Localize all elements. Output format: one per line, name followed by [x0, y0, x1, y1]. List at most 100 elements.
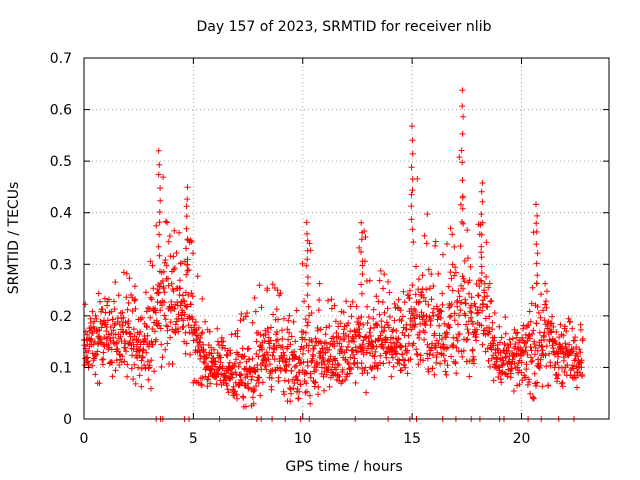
data-point: [329, 369, 336, 376]
data-point: [88, 335, 95, 342]
data-point: [112, 367, 119, 374]
data-point: [516, 381, 523, 388]
data-point: [345, 320, 352, 327]
data-point: [153, 222, 160, 229]
data-point: [160, 268, 167, 275]
data-point: [336, 340, 343, 347]
data-point: [502, 330, 509, 337]
data-point: [459, 87, 466, 94]
data-point: [555, 372, 562, 378]
data-point: [398, 344, 405, 351]
data-point: [462, 300, 469, 307]
data-point: [369, 342, 376, 349]
data-point: [304, 362, 311, 369]
x-tick-label: 5: [189, 431, 198, 447]
data-point: [129, 337, 136, 344]
data-point: [412, 321, 419, 328]
data-point: [279, 344, 286, 350]
data-point: [297, 381, 304, 388]
data-point: [456, 312, 462, 319]
data-point: [486, 280, 493, 287]
data-point: [380, 360, 387, 367]
data-point: [423, 313, 430, 320]
data-point: [187, 301, 194, 308]
data-point: [162, 257, 169, 263]
data-point: [208, 350, 215, 357]
data-point: [137, 316, 144, 323]
data-point: [160, 174, 167, 181]
data-point: [128, 292, 134, 298]
plot-area-border: [83, 57, 610, 420]
data-point: [162, 346, 169, 353]
data-point: [326, 358, 333, 365]
data-point: [390, 363, 397, 370]
data-point: [149, 341, 156, 348]
data-point: [482, 315, 489, 322]
data-point: [156, 209, 163, 216]
data-point: [399, 313, 406, 320]
data-point: [380, 327, 387, 334]
data-point: [245, 385, 252, 392]
data-point: [197, 352, 204, 359]
data-point: [477, 277, 484, 284]
data-point: [148, 357, 155, 364]
data-point: [347, 354, 354, 361]
data-point: [377, 352, 384, 359]
data-point: [468, 309, 475, 316]
data-point: [301, 298, 308, 305]
data-point: [164, 340, 171, 347]
data-point: [409, 226, 416, 233]
data-point: [356, 244, 363, 251]
data-point: [224, 386, 231, 393]
data-point: [534, 379, 541, 386]
data-point: [290, 385, 297, 392]
data-point: [379, 299, 386, 306]
data-point: [433, 354, 440, 361]
data-point: [251, 295, 258, 301]
data-point: [302, 329, 309, 336]
data-point: [242, 366, 248, 373]
x-tick-label: 0: [80, 431, 89, 447]
data-point: [227, 350, 234, 357]
data-point: [351, 327, 358, 334]
data-point: [457, 243, 464, 249]
data-point: [387, 313, 393, 320]
data-point: [279, 335, 286, 342]
data-point: [577, 321, 584, 328]
data-point: [491, 334, 498, 341]
data-point: [430, 312, 437, 319]
data-point: [157, 307, 164, 314]
data-point: [466, 373, 473, 380]
data-point: [198, 381, 205, 388]
data-point: [331, 343, 338, 350]
data-point: [408, 164, 415, 171]
data-point: [459, 130, 466, 137]
data-point: [116, 362, 123, 368]
data-point: [559, 383, 566, 390]
data-point: [417, 352, 424, 359]
data-point: [471, 300, 478, 307]
data-point: [316, 280, 323, 287]
data-point: [368, 366, 375, 372]
data-point: [454, 303, 461, 310]
data-point: [390, 347, 397, 354]
data-point: [358, 249, 364, 255]
data-point: [380, 285, 387, 292]
data-point: [267, 337, 274, 344]
data-point: [183, 340, 190, 347]
data-point: [234, 327, 241, 334]
data-point: [121, 358, 128, 365]
data-point: [464, 336, 471, 343]
data-point: [361, 367, 368, 374]
data-point: [136, 372, 143, 379]
data-point: [303, 262, 310, 269]
data-point: [537, 314, 544, 321]
data-point: [144, 358, 151, 365]
data-point: [452, 264, 459, 271]
data-point: [500, 360, 507, 367]
data-point: [408, 191, 415, 198]
data-point: [148, 296, 155, 303]
data-point: [136, 347, 143, 354]
y-axis-label: SRMTID / TECUs: [6, 182, 22, 295]
data-point: [371, 374, 378, 381]
